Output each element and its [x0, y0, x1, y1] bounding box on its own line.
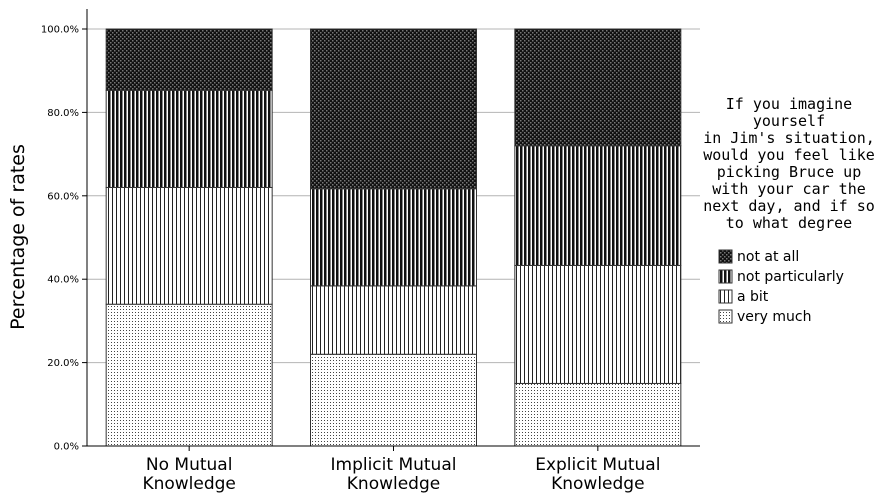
y-tick-label: 40.0% — [47, 275, 79, 286]
y-tick-label: 100.0% — [41, 25, 79, 36]
y-axis-title: Percentage of rates — [7, 144, 29, 330]
x-tick-label: No Mutual — [146, 455, 233, 475]
bar-segment-not-particularly — [310, 188, 477, 287]
legend-title-line: yourself — [753, 112, 825, 130]
legend-title-line: next day, and if so — [703, 197, 875, 215]
x-tick-label: Knowledge — [551, 474, 644, 494]
bar-segment-very-much — [105, 303, 273, 447]
legend-label: very much — [737, 309, 811, 325]
bar-segment-a-bit — [105, 186, 273, 305]
legend-title-line: in Jim's situation, — [703, 129, 875, 147]
legend-swatch — [718, 289, 733, 304]
legend-title-line: with your car the — [712, 180, 866, 198]
legend-swatch — [718, 249, 733, 264]
bar-segment-not-at-all — [514, 28, 682, 147]
x-tick-label: Implicit Mutual — [331, 455, 457, 475]
legend-title-line: would you feel like — [703, 146, 875, 164]
y-tick-label: 20.0% — [47, 358, 79, 369]
legend-swatch — [718, 309, 733, 324]
bar-segment-not-particularly — [514, 145, 682, 266]
x-tick-label: Explicit Mutual — [535, 455, 660, 475]
bar-segment-a-bit — [310, 285, 477, 355]
y-tick-label: 0.0% — [54, 442, 79, 453]
y-tick-label: 60.0% — [47, 191, 79, 202]
legend-label: a bit — [737, 289, 769, 305]
bar-segment-very-much — [514, 382, 682, 447]
bar-segment-not-at-all — [310, 28, 477, 190]
y-tick-label: 80.0% — [47, 108, 79, 119]
x-tick-label: Knowledge — [347, 474, 440, 494]
bar-segment-very-much — [310, 353, 477, 447]
y-tick-labels: 0.0% 20.0% 40.0% 60.0% 80.0% 100.0% — [41, 25, 79, 453]
bars — [105, 28, 682, 447]
legend-swatch — [718, 269, 733, 284]
legend-label: not particularly — [737, 269, 844, 285]
x-tick-label: Knowledge — [142, 474, 235, 494]
bar-segment-not-at-all — [105, 28, 273, 91]
legend-label: not at all — [737, 249, 799, 265]
legend-title-line: to what degree — [726, 214, 852, 232]
bar-segment-not-particularly — [105, 89, 273, 188]
legend-title-line: If you imagine — [726, 95, 852, 113]
legend-title-line: picking Bruce up — [717, 163, 862, 181]
bar-segment-a-bit — [514, 264, 682, 384]
